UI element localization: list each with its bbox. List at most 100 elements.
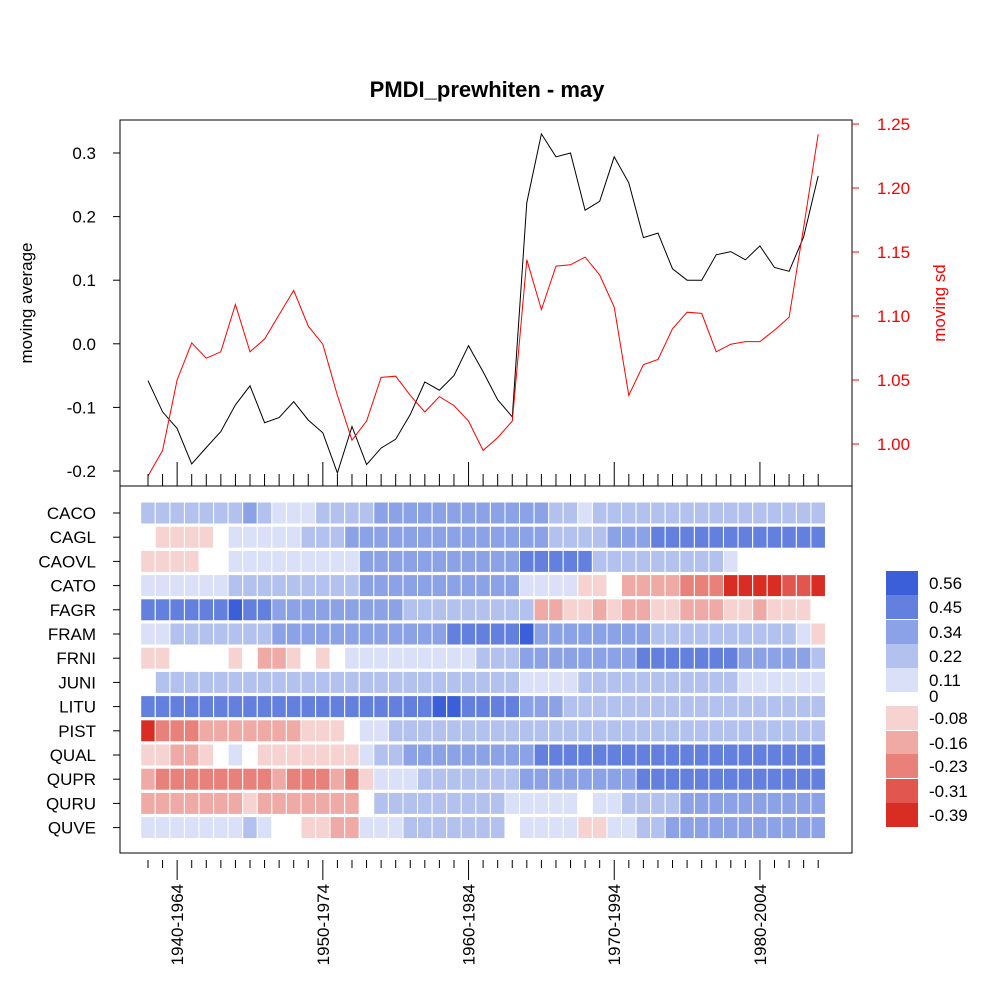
heatmap-cell bbox=[577, 791, 593, 815]
heatmap-cell bbox=[402, 695, 419, 719]
heatmap-cell bbox=[213, 791, 229, 815]
heatmap-cell bbox=[606, 791, 623, 815]
heatmap-cell bbox=[664, 646, 681, 670]
heatmap-cell bbox=[329, 767, 346, 791]
moving-average-line bbox=[147, 132, 819, 475]
heatmap-cell bbox=[154, 501, 171, 525]
legend-label: 0.11 bbox=[929, 671, 961, 690]
heatmap-cell bbox=[431, 719, 448, 743]
x-tick-label: 1970-1994 bbox=[605, 884, 624, 965]
heatmap-cell bbox=[591, 549, 608, 573]
heatmap-cell bbox=[591, 501, 608, 525]
heatmap bbox=[140, 501, 826, 840]
heatmap-cell bbox=[810, 598, 826, 622]
heatmap-cell bbox=[723, 574, 739, 598]
heatmap-cell bbox=[373, 719, 389, 743]
heatmap-cell bbox=[708, 598, 724, 622]
heatmap-cell bbox=[387, 501, 404, 525]
heatmap-cell bbox=[256, 791, 273, 815]
heatmap-cell bbox=[417, 695, 433, 719]
heatmap-cell bbox=[213, 622, 229, 646]
y-tick-label-right: 1.00 bbox=[877, 435, 910, 454]
heatmap-cell bbox=[723, 791, 739, 815]
heatmap-cell bbox=[810, 791, 826, 815]
heatmap-cell bbox=[708, 816, 724, 840]
heatmap-cell bbox=[242, 791, 258, 815]
heatmap-cell bbox=[169, 767, 185, 791]
heatmap-cell bbox=[533, 574, 550, 598]
heatmap-cell bbox=[766, 791, 783, 815]
heatmap-cell bbox=[766, 719, 783, 743]
heatmap-cell bbox=[752, 525, 768, 549]
heatmap-cell bbox=[373, 670, 389, 694]
heatmap-cell bbox=[344, 791, 360, 815]
heatmap-cell bbox=[460, 622, 477, 646]
heatmap-cell bbox=[577, 622, 593, 646]
heatmap-cell bbox=[140, 719, 156, 743]
heatmap-cell bbox=[752, 501, 768, 525]
heatmap-cell bbox=[446, 791, 462, 815]
heatmap-cell bbox=[154, 549, 171, 573]
heatmap-cell bbox=[344, 574, 360, 598]
heatmap-cell bbox=[431, 501, 448, 525]
heatmap-cell bbox=[504, 767, 521, 791]
heatmap-cell bbox=[795, 598, 812, 622]
heatmap-cell bbox=[475, 743, 491, 767]
heatmap-cell bbox=[548, 791, 564, 815]
heatmap-cell bbox=[795, 743, 812, 767]
heatmap-cell bbox=[679, 574, 695, 598]
heatmap-cell bbox=[621, 574, 637, 598]
heatmap-cell bbox=[417, 622, 433, 646]
heatmap-cell bbox=[591, 670, 608, 694]
heatmap-cell bbox=[693, 767, 710, 791]
heatmap-cell bbox=[271, 791, 287, 815]
heatmap-cell bbox=[504, 743, 521, 767]
heatmap-cell bbox=[256, 646, 273, 670]
heatmap-cell bbox=[635, 743, 652, 767]
heatmap-cell bbox=[548, 574, 564, 598]
heatmap-cell bbox=[519, 816, 535, 840]
heatmap-cell bbox=[169, 695, 185, 719]
heatmap-cell bbox=[417, 791, 433, 815]
y-tick-label-right: 1.10 bbox=[877, 307, 910, 326]
heatmap-cell bbox=[315, 719, 331, 743]
heatmap-cell bbox=[635, 670, 652, 694]
heatmap-cell bbox=[810, 670, 826, 694]
y-tick-label-left: -0.2 bbox=[67, 462, 96, 481]
heatmap-cell bbox=[795, 622, 812, 646]
heatmap-cell bbox=[198, 646, 215, 670]
heatmap-cell bbox=[635, 622, 652, 646]
heatmap-cell bbox=[533, 767, 550, 791]
heatmap-cell bbox=[154, 791, 171, 815]
heatmap-cell bbox=[285, 670, 302, 694]
heatmap-cell bbox=[795, 549, 812, 573]
heatmap-cell bbox=[781, 622, 797, 646]
heatmap-cell bbox=[664, 719, 681, 743]
heatmap-cell bbox=[752, 767, 768, 791]
heatmap-cell bbox=[810, 767, 826, 791]
heatmap-cell bbox=[183, 695, 200, 719]
heatmap-cell bbox=[519, 574, 535, 598]
heatmap-cell bbox=[752, 791, 768, 815]
heatmap-cell bbox=[460, 743, 477, 767]
heatmap-cell bbox=[708, 549, 724, 573]
heatmap-cell bbox=[198, 574, 215, 598]
heatmap-cell bbox=[271, 719, 287, 743]
heatmap-cell bbox=[504, 719, 521, 743]
heatmap-cell bbox=[562, 719, 579, 743]
heatmap-cell bbox=[752, 695, 768, 719]
heatmap-cell bbox=[300, 719, 317, 743]
heatmap-cell bbox=[315, 598, 331, 622]
heatmap-cell bbox=[737, 501, 754, 525]
heatmap-cell bbox=[693, 791, 710, 815]
heatmap-cell bbox=[577, 549, 593, 573]
heatmap-cell bbox=[577, 670, 593, 694]
heatmap-cell bbox=[140, 646, 156, 670]
heatmap-cell bbox=[329, 646, 346, 670]
legend-label: 0.45 bbox=[929, 598, 962, 617]
legend-label: -0.31 bbox=[929, 782, 968, 801]
heatmap-cell bbox=[519, 695, 535, 719]
heatmap-cell bbox=[591, 767, 608, 791]
y-tick-label-right: 1.15 bbox=[877, 243, 910, 262]
heatmap-cell bbox=[154, 816, 171, 840]
